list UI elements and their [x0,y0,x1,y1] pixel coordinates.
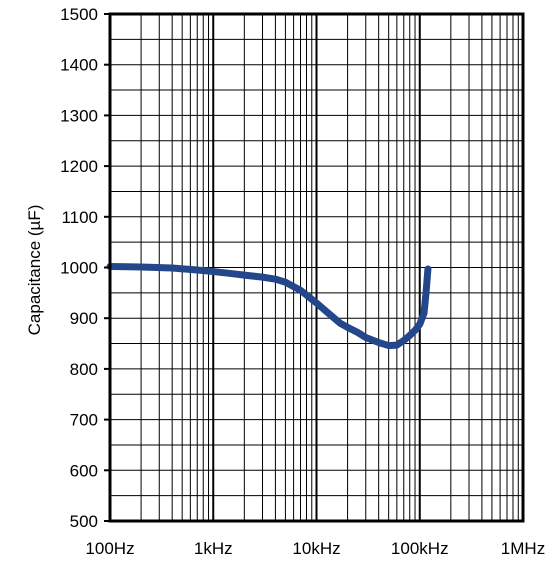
x-tick-label: 100kHz [391,539,449,558]
y-tick-label: 1500 [60,5,98,24]
y-tick-label: 700 [70,411,98,430]
series-line-0 [106,262,432,350]
x-tick-label: 100Hz [85,539,134,558]
y-tick-label: 800 [70,360,98,379]
x-tick-label: 10kHz [292,539,340,558]
y-tick-label: 900 [70,309,98,328]
y-tick-label: 1100 [61,208,98,227]
x-tick-label: 1kHz [194,539,233,558]
y-tick-label: 500 [70,512,98,531]
x-tick-label: 1MHz [501,539,545,558]
tick-label-layer: 500 600 700 800 900 1000 1100 1200 1300 1400 1500 1… [60,5,545,558]
y-tick-label: 1300 [60,106,98,125]
y-tick-label: 600 [70,461,98,480]
axes-layer [104,12,525,523]
y-axis-label: Capacitance (µF) [25,205,44,336]
y-tick-label: 1000 [60,259,98,278]
series-layer [106,262,432,350]
y-tick-label: 1200 [60,157,98,176]
y-tick-label: 1400 [60,56,98,75]
